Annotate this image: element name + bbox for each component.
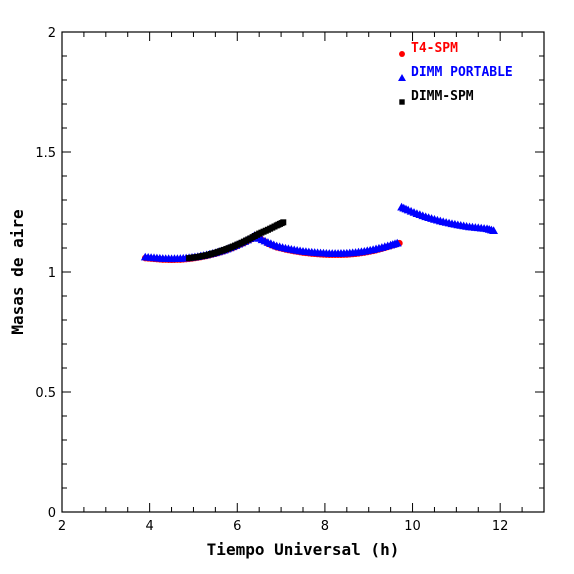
y-axis-label: Masas de aire	[8, 209, 27, 334]
x-tick-label: 4	[145, 519, 153, 534]
y-tick-label: 0	[48, 506, 56, 521]
legend-label: T4-SPM	[411, 41, 458, 56]
series-dimm-portable	[140, 202, 499, 263]
x-axis-label: Tiempo Universal (h)	[207, 540, 400, 559]
axes-layer: 2 4 6 8 10 12 0 0.5 1 1.5 2	[35, 26, 545, 534]
x-tick-label: 6	[233, 519, 241, 534]
y-tick-label: 1.5	[35, 146, 56, 161]
series-layer	[140, 202, 499, 264]
x-tick-label: 2	[58, 519, 66, 534]
data-point	[489, 226, 499, 235]
legend-label: DIMM PORTABLE	[411, 65, 513, 80]
legend-marker	[398, 74, 406, 81]
y-tick-label: 1	[48, 266, 56, 281]
legend-marker	[399, 99, 405, 105]
x-tick-label: 8	[321, 519, 329, 534]
x-tick-label: 10	[404, 519, 421, 534]
legend: T4-SPM DIMM PORTABLE DIMM-SPM	[398, 41, 513, 105]
x-tick-label: 12	[492, 519, 509, 534]
y-tick-label: 0.5	[35, 386, 56, 401]
legend-label: DIMM-SPM	[411, 89, 474, 104]
data-point	[392, 238, 402, 247]
legend-marker	[399, 51, 405, 57]
data-point	[280, 219, 287, 226]
series-dimm-spm	[186, 219, 287, 262]
plot-frame	[61, 31, 545, 513]
y-tick-label: 2	[48, 26, 56, 41]
